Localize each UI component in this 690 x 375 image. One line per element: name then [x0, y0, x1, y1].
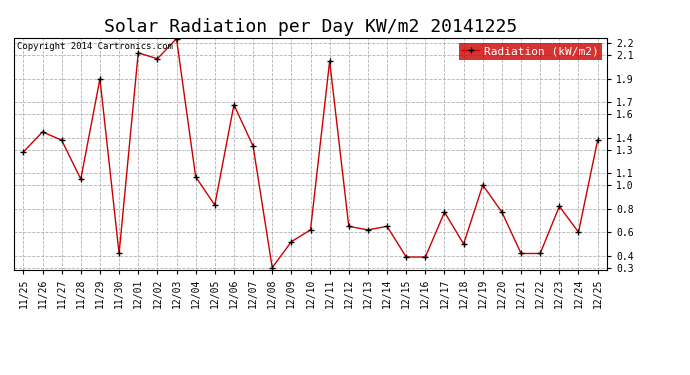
Radiation (kW/m2)	[306, 228, 315, 232]
Radiation (kW/m2)	[574, 230, 582, 234]
Radiation (kW/m2)	[172, 36, 181, 41]
Radiation (kW/m2)	[555, 204, 564, 209]
Radiation (kW/m2)	[115, 251, 124, 256]
Radiation (kW/m2)	[536, 251, 544, 256]
Legend: Radiation (kW/m2): Radiation (kW/m2)	[459, 43, 602, 60]
Radiation (kW/m2)	[440, 210, 449, 214]
Radiation (kW/m2)	[479, 183, 487, 187]
Line: Radiation (kW/m2): Radiation (kW/m2)	[21, 36, 600, 270]
Radiation (kW/m2)	[268, 266, 277, 270]
Radiation (kW/m2)	[77, 177, 85, 182]
Radiation (kW/m2)	[134, 51, 142, 55]
Radiation (kW/m2)	[39, 130, 47, 134]
Radiation (kW/m2)	[57, 138, 66, 142]
Title: Solar Radiation per Day KW/m2 20141225: Solar Radiation per Day KW/m2 20141225	[104, 18, 517, 36]
Radiation (kW/m2)	[153, 57, 161, 61]
Radiation (kW/m2)	[230, 102, 238, 107]
Radiation (kW/m2)	[421, 255, 429, 259]
Radiation (kW/m2)	[383, 224, 391, 229]
Radiation (kW/m2)	[364, 228, 372, 232]
Radiation (kW/m2)	[96, 76, 104, 81]
Radiation (kW/m2)	[249, 144, 257, 148]
Radiation (kW/m2)	[192, 174, 200, 179]
Radiation (kW/m2)	[402, 255, 411, 259]
Radiation (kW/m2)	[210, 203, 219, 207]
Radiation (kW/m2)	[344, 224, 353, 229]
Radiation (kW/m2)	[326, 59, 334, 63]
Radiation (kW/m2)	[19, 150, 28, 154]
Radiation (kW/m2)	[517, 251, 525, 256]
Radiation (kW/m2)	[460, 242, 468, 246]
Radiation (kW/m2)	[497, 210, 506, 214]
Text: Copyright 2014 Cartronics.com: Copyright 2014 Cartronics.com	[17, 42, 172, 51]
Radiation (kW/m2)	[593, 138, 602, 142]
Radiation (kW/m2)	[287, 239, 295, 244]
